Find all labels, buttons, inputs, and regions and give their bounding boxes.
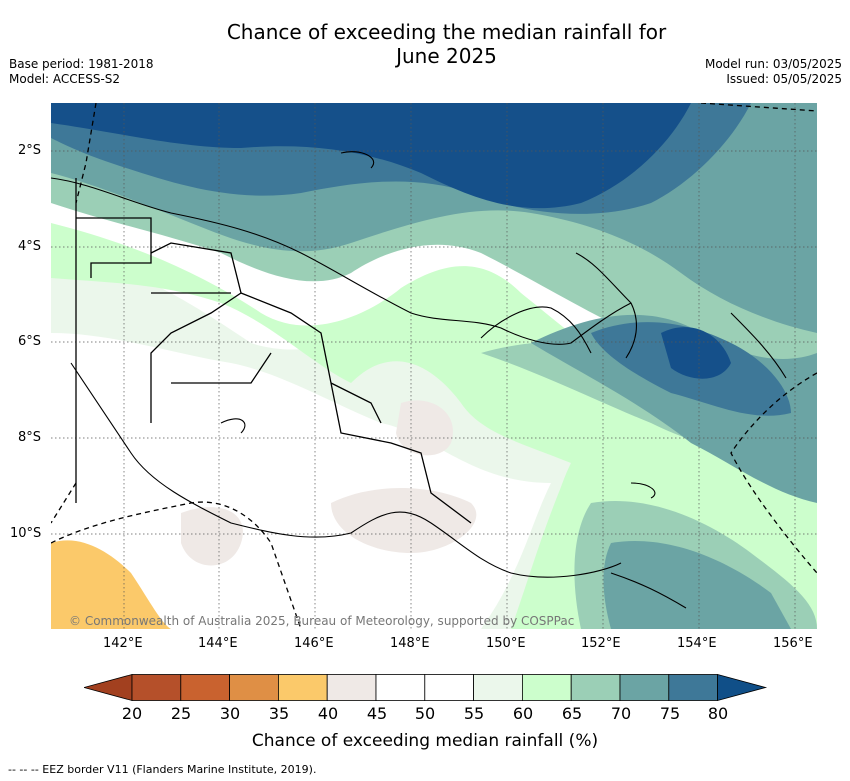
colorbar-tick-65: 65 [561,704,583,723]
colorbar-cell [229,674,279,701]
band-70-75-south [603,541,791,629]
model-name: Model: ACCESS-S2 [9,72,121,86]
coastline [51,151,787,609]
band-35-40 [51,540,171,629]
colorbar-tick-50: 50 [414,704,436,723]
band-40-45 [331,488,477,553]
colorbar-over-arrow [717,674,768,702]
lat-label-8s: 8°S [18,430,42,445]
band-40-45-central [396,400,453,456]
eez-border [51,103,817,629]
meta-right: Model run: 03/05/2025 Issued: 05/05/2025 [705,57,842,87]
colorbar-cell [570,674,621,701]
lon-label-142e: 142°E [103,636,143,651]
title-line-1: Chance of exceeding the median rainfall … [226,20,667,44]
lon-label-146e: 146°E [294,636,334,651]
colorbar-tick-40: 40 [317,704,339,723]
band-over-80-east [661,327,731,379]
colorbar-tick-60: 60 [512,704,534,723]
rainfall-map: © Commonwealth of Australia 2025, Bureau… [51,103,817,629]
colorbar-cell [131,674,182,701]
colorbar-tick-75: 75 [659,704,681,723]
colorbar-title: Chance of exceeding median rainfall (%) [251,731,599,751]
title-line-2: June 2025 [396,44,497,68]
land-borders [75,178,472,524]
map-title: Chance of exceeding the median rainfall … [0,20,850,68]
lat-label-10s: 10°S [10,526,42,541]
colorbar-tick-20: 20 [121,704,143,723]
colorbar-tick-70: 70 [610,704,632,723]
lat-label-4s: 4°S [18,239,42,254]
meta-left: Base period: 1981-2018 Model: ACCESS-S2 [9,57,154,87]
colorbar-tick-35: 35 [268,704,290,723]
colorbar-tick-55: 55 [463,704,485,723]
colorbar-cell [668,674,718,701]
issued-date: Issued: 05/05/2025 [726,72,842,86]
lon-label-144e: 144°E [198,636,238,651]
copyright-text: © Commonwealth of Australia 2025, Bureau… [69,614,574,628]
colorbar-cell [473,674,523,701]
lon-label-154e: 154°E [677,636,717,651]
lon-label-152e: 152°E [581,636,621,651]
colorbar-under-arrow [84,674,133,702]
colorbar-cell [326,674,377,701]
lon-label-150e: 150°E [486,636,526,651]
lat-label-6s: 6°S [18,334,42,349]
colorbar-cell [277,674,328,701]
colorbar [84,674,768,702]
band-over-80 [51,103,691,209]
colorbar-tick-30: 30 [219,704,241,723]
colorbar-tick-45: 45 [366,704,388,723]
colorbar-tick-25: 25 [170,704,192,723]
lon-label-148e: 148°E [390,636,430,651]
colorbar-cell [424,674,474,701]
colorbar-cell [180,674,231,701]
lon-label-156e: 156°E [773,636,813,651]
colorbar-cell [619,674,670,701]
base-period: Base period: 1981-2018 [9,57,154,71]
lat-label-2s: 2°S [18,143,42,158]
colorbar-cell [521,674,572,701]
colorbar-cell [375,674,426,701]
colorbar-tick-80: 80 [707,704,729,723]
eez-footnote: -- -- -- EEZ border V11 (Flanders Marine… [8,763,317,776]
model-run: Model run: 03/05/2025 [704,57,842,71]
colorbar-cells [84,674,768,702]
